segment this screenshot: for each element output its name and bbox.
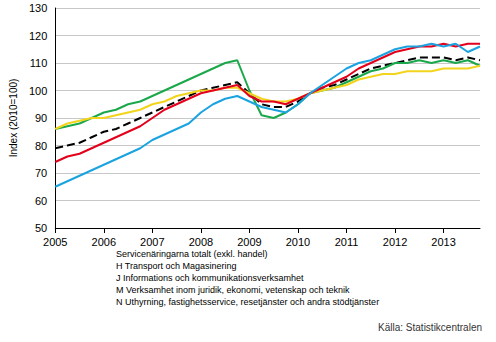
svg-text:2010: 2010 [286,236,310,248]
svg-text:70: 70 [35,167,47,179]
svg-text:Index (2010=100): Index (2010=100) [8,79,19,158]
svg-text:2012: 2012 [383,236,407,248]
svg-text:N Uthyrning, fastighetsservice: N Uthyrning, fastighetsservice, resetjän… [116,297,379,307]
svg-text:120: 120 [29,30,47,42]
svg-text:2006: 2006 [92,236,116,248]
svg-text:80: 80 [35,140,47,152]
svg-text:2011: 2011 [335,236,359,248]
svg-text:2009: 2009 [237,236,261,248]
svg-text:Källa: Statistikcentralen: Källa: Statistikcentralen [378,322,482,333]
svg-text:H Transport och Magasinering: H Transport och Magasinering [116,261,237,271]
svg-text:130: 130 [29,2,47,14]
svg-text:J Informations och kommunikati: J Informations och kommunikationsverksam… [116,273,304,283]
svg-text:M Verksamhet inom juridik, eko: M Verksamhet inom juridik, ekonomi, vete… [116,285,350,295]
svg-text:2013: 2013 [431,236,455,248]
svg-text:100: 100 [29,85,47,97]
svg-text:2005: 2005 [43,236,67,248]
svg-text:Servicenäringarna totalt (exkl: Servicenäringarna totalt (exkl. handel) [116,249,268,259]
svg-text:110: 110 [30,57,48,69]
svg-text:2007: 2007 [140,236,164,248]
svg-text:50: 50 [35,222,47,234]
svg-text:90: 90 [35,112,47,124]
svg-text:60: 60 [35,195,47,207]
svg-text:2008: 2008 [189,236,213,248]
